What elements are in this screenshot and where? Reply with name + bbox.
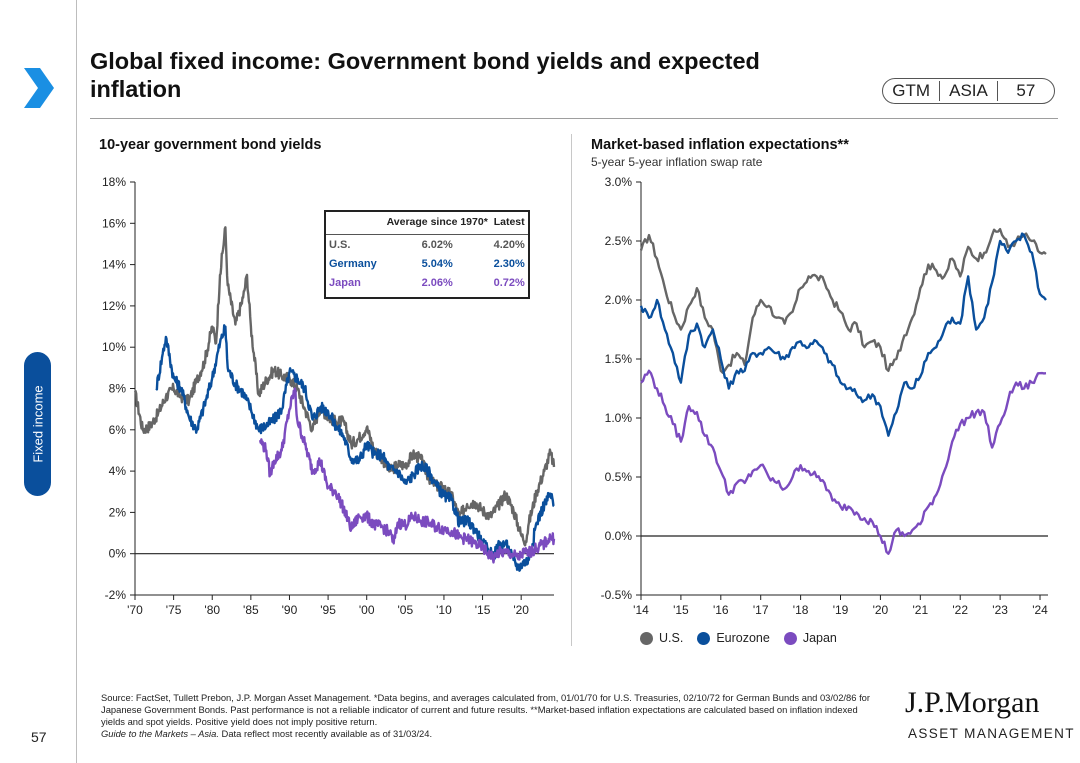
inflation-expectations-chart: -0.5% 0.0% 0.5% 1.0% 1.5% 2.0% 2.5% 3.0% '14 '15 '…	[601, 175, 1049, 617]
source-text: Source: FactSet, Tullett Prebon, J.P. Mo…	[101, 692, 871, 727]
x-tick-label: '15	[673, 603, 689, 617]
row-latest: 2.30%	[493, 257, 525, 270]
y-tick-label: 0.5%	[605, 470, 633, 484]
legend-dot	[697, 631, 711, 645]
y-tick-label: 10%	[102, 340, 126, 354]
row-average: 5.04%	[421, 257, 453, 270]
table-row: Japan 2.06% 0.72%	[326, 273, 528, 292]
legend-dot	[783, 631, 797, 645]
source-guide-title: Guide to the Markets – Asia.	[101, 728, 219, 739]
section-tab-label: Fixed income	[30, 385, 45, 463]
inset-header-latest: Latest	[490, 212, 528, 235]
source-date: Data reflect most recently available as …	[218, 728, 433, 739]
row-average: 2.06%	[421, 276, 453, 289]
y-tick-label: 3.0%	[605, 175, 633, 189]
row-label: Germany	[329, 257, 377, 270]
right-chart-title: Market-based inflation expectations**	[591, 137, 849, 153]
chart-legend: U.S. Eurozone Japan	[640, 631, 851, 645]
x-tick-label: '10	[436, 603, 452, 617]
y-tick-label: -0.5%	[601, 588, 633, 602]
series-line-japan	[640, 369, 1047, 555]
y-tick-label: 18%	[102, 175, 126, 189]
page-number: 57	[31, 729, 47, 745]
x-tick-label: '05	[398, 603, 414, 617]
legend-item-eurozone: Eurozone	[697, 631, 770, 645]
y-tick-label: 8%	[109, 382, 127, 396]
legend-item-us: U.S.	[640, 631, 683, 645]
y-tick-label: 0.0%	[605, 529, 633, 543]
x-tick-label: '95	[320, 603, 336, 617]
x-tick-label: '17	[753, 603, 769, 617]
x-tick-label: '15	[475, 603, 491, 617]
legend-label: Japan	[802, 631, 837, 645]
y-tick-label: 6%	[109, 423, 127, 437]
inset-header-average: Average since 1970*	[384, 212, 491, 235]
right-chart-subtitle: 5-year 5-year inflation swap rate	[591, 155, 763, 169]
legend-dot	[640, 631, 653, 645]
series-line-japan	[258, 387, 556, 564]
badge-region: ASIA	[939, 81, 996, 101]
yield-summary-table: Average since 1970* Latest U.S. 6.02% 4.…	[324, 210, 530, 299]
chevron-right-icon	[24, 68, 54, 108]
jpmorgan-logo: J.P.Morgan	[905, 686, 1040, 719]
x-tick-label: '00	[359, 603, 375, 617]
row-average: 6.02%	[421, 238, 453, 251]
left-chart-title: 10-year government bond yields	[99, 137, 322, 153]
y-tick-label: 4%	[109, 464, 127, 478]
x-tick-label: '22	[952, 603, 968, 617]
y-tick-label: 1.5%	[605, 352, 633, 366]
y-tick-label: 2%	[109, 505, 127, 519]
y-tick-label: 14%	[102, 258, 126, 272]
chart-divider	[571, 134, 572, 646]
source-note: Source: FactSet, Tullett Prebon, J.P. Mo…	[101, 692, 881, 740]
asset-management-logo: ASSET MANAGEMENT	[908, 726, 1075, 741]
header-divider	[90, 118, 1058, 119]
x-tick-label: '20	[513, 603, 529, 617]
series-line-us	[639, 228, 1047, 374]
bond-yields-chart: -2% 0% 2% 4% 6% 8% 10% 12% 14% 16% 18% '70 '75 '80 '85…	[102, 175, 556, 617]
y-tick-label: 1.0%	[605, 411, 633, 425]
y-tick-label: 12%	[102, 299, 126, 313]
left-margin-rule	[76, 0, 77, 763]
y-tick-label: 0%	[109, 547, 127, 561]
row-label: U.S.	[329, 238, 351, 251]
x-tick-label: '20	[873, 603, 889, 617]
row-latest: 4.20%	[493, 238, 525, 251]
inset-header-blank	[326, 212, 384, 235]
chevron-shape	[24, 68, 54, 108]
y-tick-label: 16%	[102, 216, 126, 230]
x-tick-label: '75	[166, 603, 182, 617]
y-tick-label: 2.0%	[605, 293, 633, 307]
x-tick-label: '19	[833, 603, 849, 617]
legend-item-japan: Japan	[783, 631, 837, 645]
x-tick-label: '18	[793, 603, 809, 617]
x-tick-label: '70	[127, 603, 143, 617]
table-row: Germany 5.04% 2.30%	[326, 254, 528, 273]
legend-label: Eurozone	[716, 631, 770, 645]
x-tick-label: '80	[204, 603, 220, 617]
gtm-badge: GTM ASIA 57	[882, 78, 1055, 104]
series-line-us	[133, 226, 556, 547]
series-line-eurozone	[639, 232, 1047, 437]
page-title: Global fixed income: Government bond yie…	[90, 48, 760, 102]
x-tick-label: '90	[282, 603, 298, 617]
x-tick-label: '85	[243, 603, 259, 617]
section-tab-fixed-income[interactable]: Fixed income	[24, 352, 51, 496]
y-tick-label: 2.5%	[605, 234, 633, 248]
x-tick-label: '14	[633, 603, 649, 617]
x-tick-label: '23	[992, 603, 1008, 617]
row-latest: 0.72%	[493, 276, 525, 289]
row-label: Japan	[329, 276, 361, 289]
y-tick-label: -2%	[105, 588, 127, 602]
x-tick-label: '16	[713, 603, 729, 617]
legend-label: U.S.	[659, 631, 684, 645]
badge-gtm: GTM	[892, 81, 931, 100]
x-tick-label: '21	[912, 603, 928, 617]
series-line-germany	[155, 324, 555, 572]
badge-page: 57	[996, 81, 1054, 101]
table-row: U.S. 6.02% 4.20%	[326, 235, 528, 255]
x-tick-label: '24	[1032, 603, 1048, 617]
